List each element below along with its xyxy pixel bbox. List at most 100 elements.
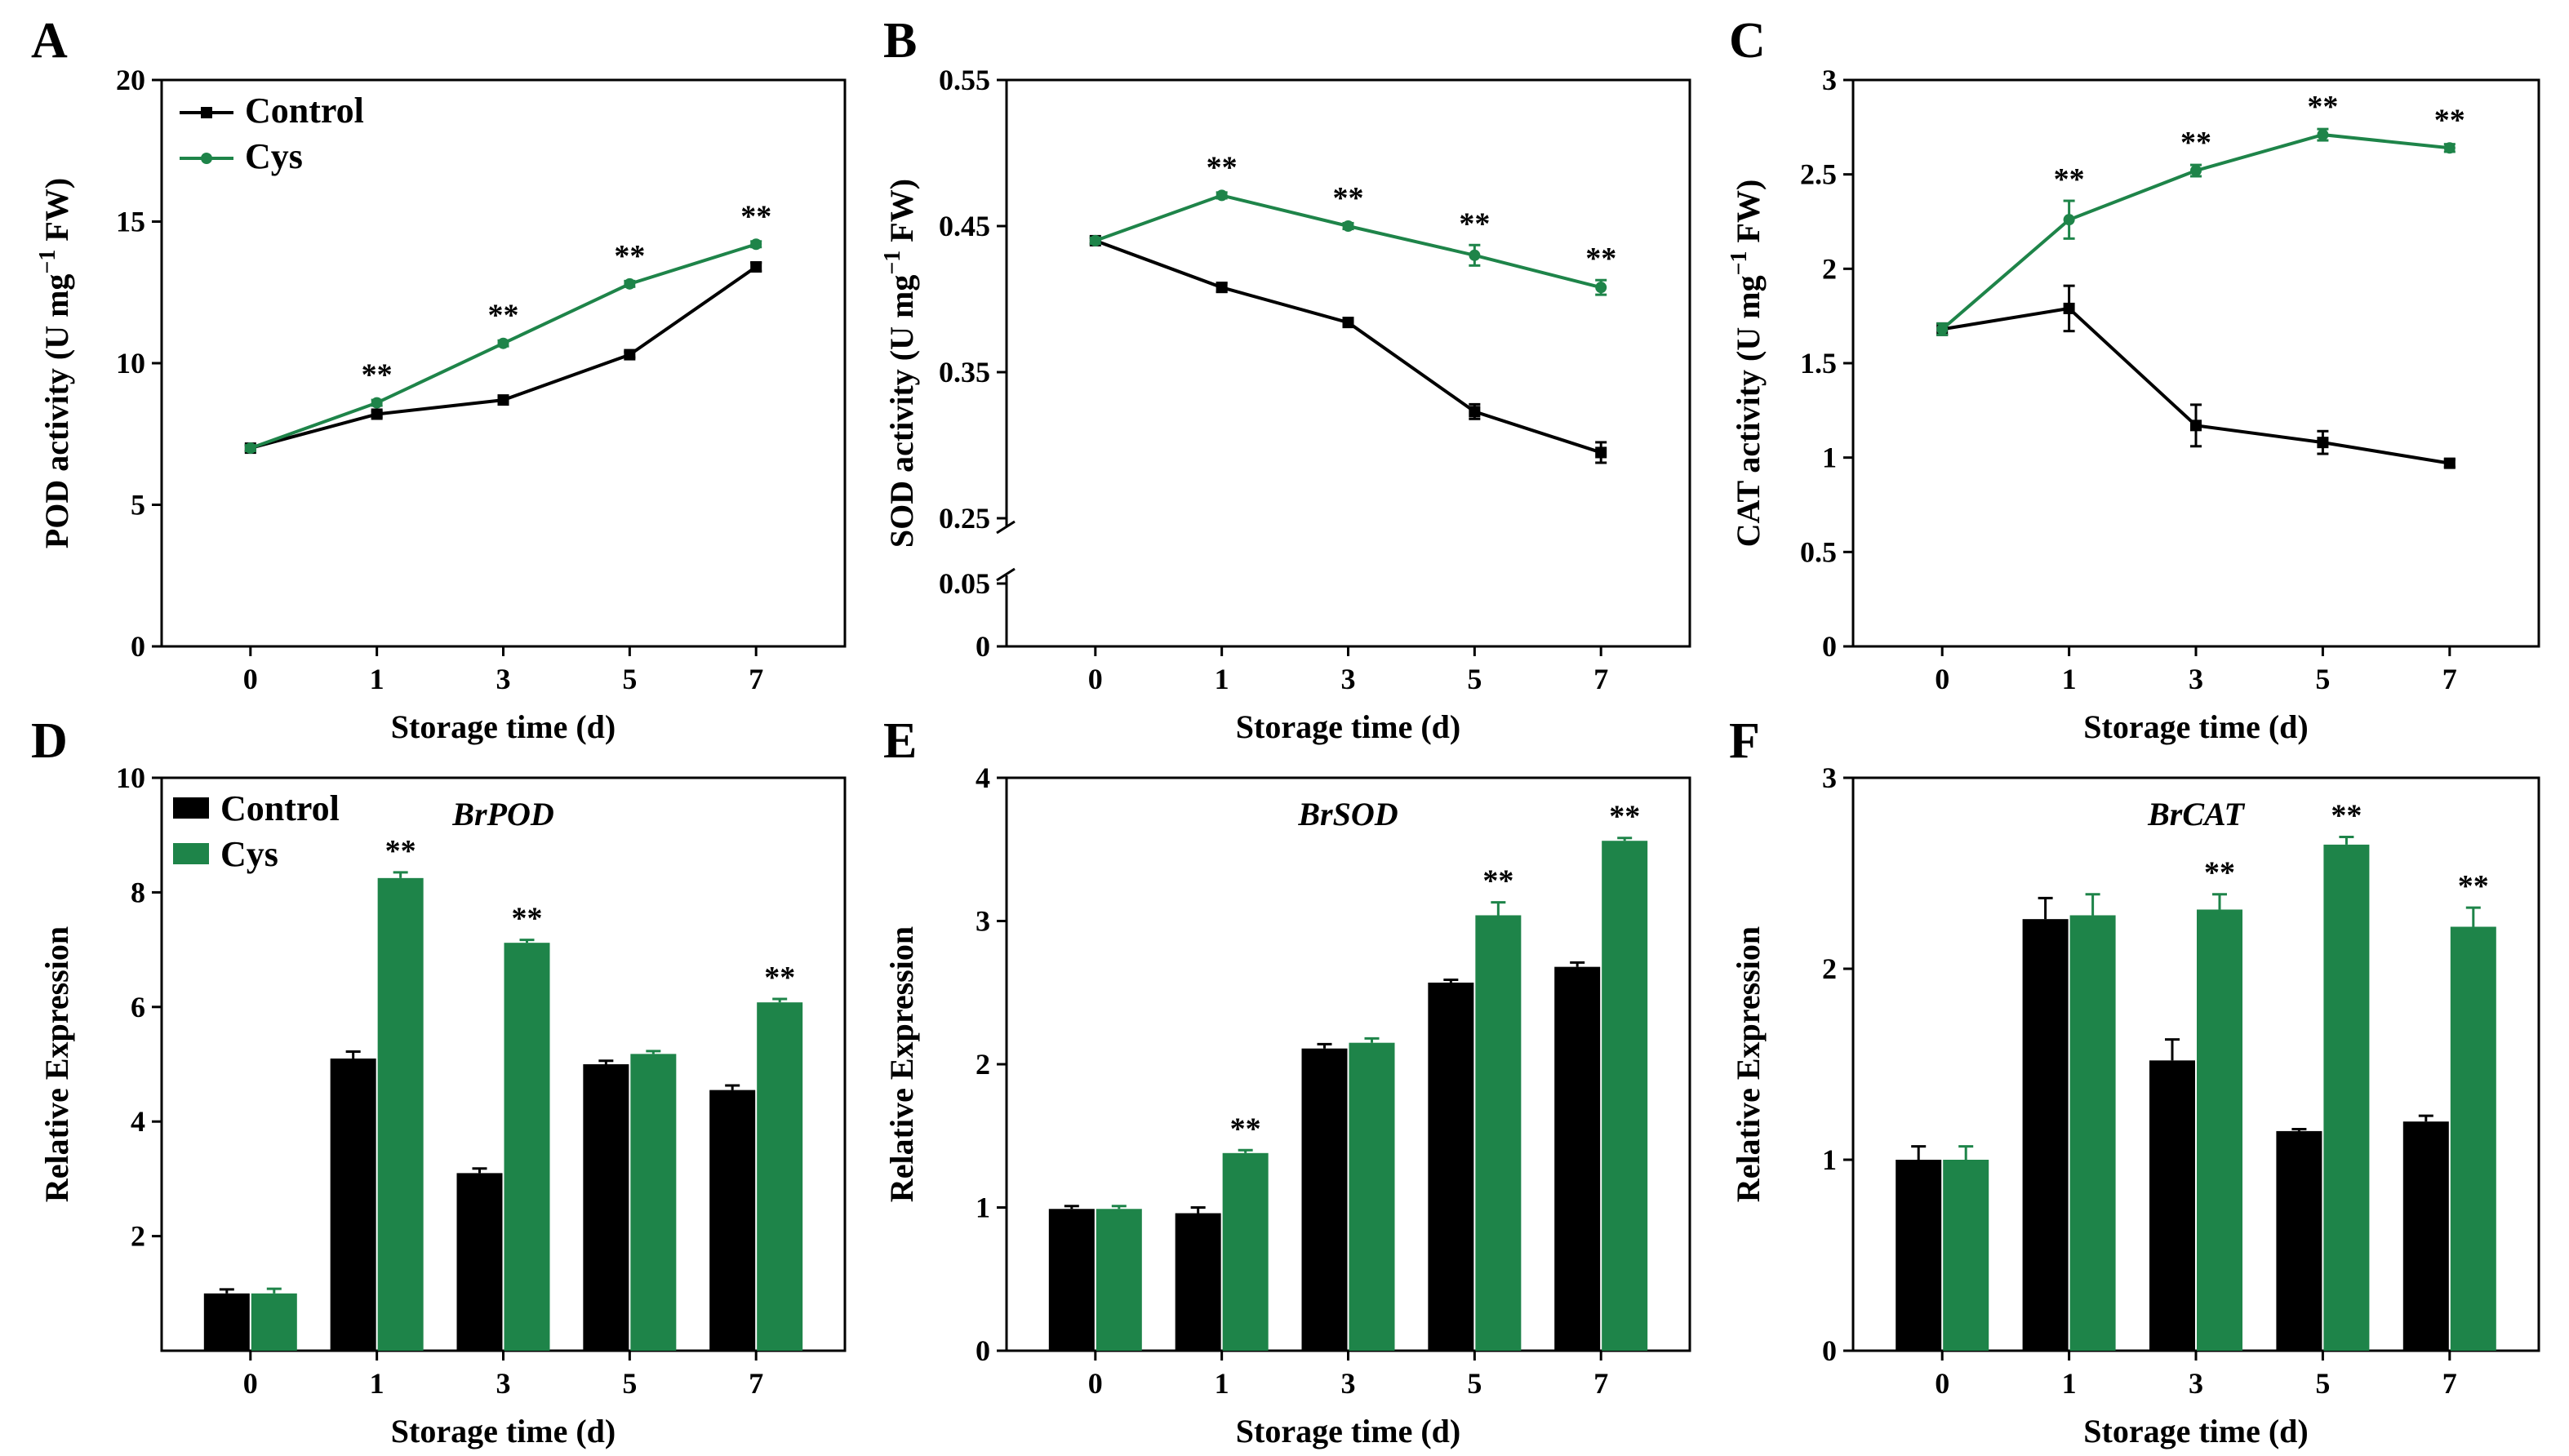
data-point-cys [1089,234,1101,246]
data-point-cys [750,238,762,251]
panel-letter: C [1729,13,1766,69]
y-tick-label: 3 [1822,761,1837,794]
significance-marker: ** [2054,162,2085,197]
y-axis-label-unit: FW) [1730,180,1767,251]
data-point-control [750,261,762,273]
data-point-cys [1469,249,1481,261]
plot-frame [1005,78,1691,648]
data-point-cys [2190,165,2202,177]
y-tick-label: 1 [976,1192,990,1224]
y-tick-label: 1 [1822,1143,1837,1176]
y-axis-label: Relative Expression [883,926,920,1202]
y-tick-label: 2 [131,1220,145,1253]
bar-control [2149,1060,2195,1351]
y-axis-label: POD activity (U mg−1 FW) [35,178,75,548]
bar-cys [1222,1152,1269,1351]
x-axis-label: Storage time (d) [1236,708,1460,745]
panel-letter: A [31,13,68,69]
y-axis-label: SOD activity (U mg−1 FW) [880,179,920,548]
axis-break-gap [998,526,1015,575]
x-tick-label: 3 [2189,663,2203,695]
bar-cys [1096,1209,1142,1351]
x-tick-label: 5 [622,663,637,695]
data-point-cys [244,442,256,455]
x-tick-label: 0 [1935,663,1949,695]
x-tick-label: 1 [370,1367,384,1400]
gene-label: BrSOD [1297,796,1398,832]
bar-cys [757,1002,803,1351]
x-tick-label: 5 [2315,1367,2330,1400]
x-tick-label: 3 [2189,1367,2203,1400]
y-axis-label: CAT activity (U mg−1 FW) [1727,180,1767,548]
significance-marker: ** [2180,126,2211,160]
significance-marker: ** [2307,90,2338,124]
y-tick-label: 0 [1822,1334,1837,1367]
legend-label-cys: Cys [220,834,278,874]
bar-cys [1943,1160,1989,1351]
data-point-control [497,394,509,406]
data-point-cys [497,337,509,349]
x-axis-label: Storage time (d) [391,1413,616,1449]
data-point-control [2063,302,2075,314]
panel-letter: B [883,13,917,69]
gene-label: BrPOD [451,796,553,832]
legend-label-control: Control [245,91,364,131]
significance-marker: ** [488,299,519,333]
y-axis-label-main: SOD activity (U mg [883,275,920,548]
data-point-control [1469,406,1481,418]
x-tick-label: 1 [2062,663,2077,695]
panel-B-line-chart: B 0.25 0.35 0.45 0.55 0 0.05 0 1 3 5 7 Storage time … [880,13,1691,745]
panel-F-bar-chart: F 0 1 2 3 0 1 3 5 7 Storage time (d) Relative Expre… [1729,713,2540,1449]
data-point-cys [371,397,383,409]
axis-break-mark [996,520,1016,535]
x-axis-label: Storage time (d) [391,708,616,745]
bar-control [330,1058,376,1351]
significance-marker: ** [1230,1112,1261,1146]
x-tick-label: 1 [1215,1367,1229,1400]
y-tick-label: 2 [1822,952,1837,985]
data-point-cys [2063,214,2075,226]
bar-control [1048,1209,1095,1351]
data-point-cys [1216,189,1228,202]
significance-marker: ** [1207,150,1238,184]
panel-E-bar-chart: E 0 1 2 3 4 0 1 3 5 7 Storage time (d) Relative Expr… [883,713,1691,1449]
significance-marker: ** [1585,242,1616,276]
y-tick-label: 10 [116,347,145,380]
significance-marker: ** [2434,103,2465,137]
y-tick-label: 4 [131,1105,145,1138]
y-axis-label-superscript: −1 [1727,251,1752,275]
x-tick-label: 0 [1935,1367,1949,1400]
panel-A-line-chart: A 0 5 10 15 20 0 1 3 5 7 Storage time (d) POD activi… [31,13,847,745]
x-tick-label: 3 [496,1367,511,1400]
bar-cys [2323,844,2370,1351]
gene-label: BrCAT [2147,796,2245,832]
data-point-control [624,348,636,361]
legend-marker [201,107,212,118]
x-tick-label: 0 [1088,1367,1103,1400]
bar-cys [2450,926,2496,1351]
bar-control [203,1293,250,1351]
y-axis-label-unit: FW) [883,179,920,251]
x-tick-label: 0 [243,663,258,695]
significance-marker: ** [764,961,795,995]
panel-letter: D [31,713,68,769]
y-tick-label: 5 [131,489,145,522]
data-point-cys [624,277,636,290]
y-tick-label: 0.35 [939,356,990,388]
y-tick-label: 0.25 [939,502,990,535]
y-tick-label: 3 [1822,64,1837,96]
y-axis-label-unit: FW) [38,178,75,250]
bar-control [2402,1121,2449,1351]
bar-cys [251,1293,297,1351]
significance-marker: ** [362,358,393,393]
bar-cys [504,943,550,1351]
bar-control [2276,1130,2322,1351]
panel-letter: F [1729,713,1760,769]
y-tick-label: 0.55 [939,64,990,96]
x-tick-label: 5 [1467,663,1482,695]
significance-marker: ** [614,239,645,273]
y-tick-label: 6 [131,991,145,1023]
y-tick-label: 0 [1822,630,1837,663]
x-tick-label: 3 [496,663,511,695]
y-tick-label: 20 [116,64,145,96]
